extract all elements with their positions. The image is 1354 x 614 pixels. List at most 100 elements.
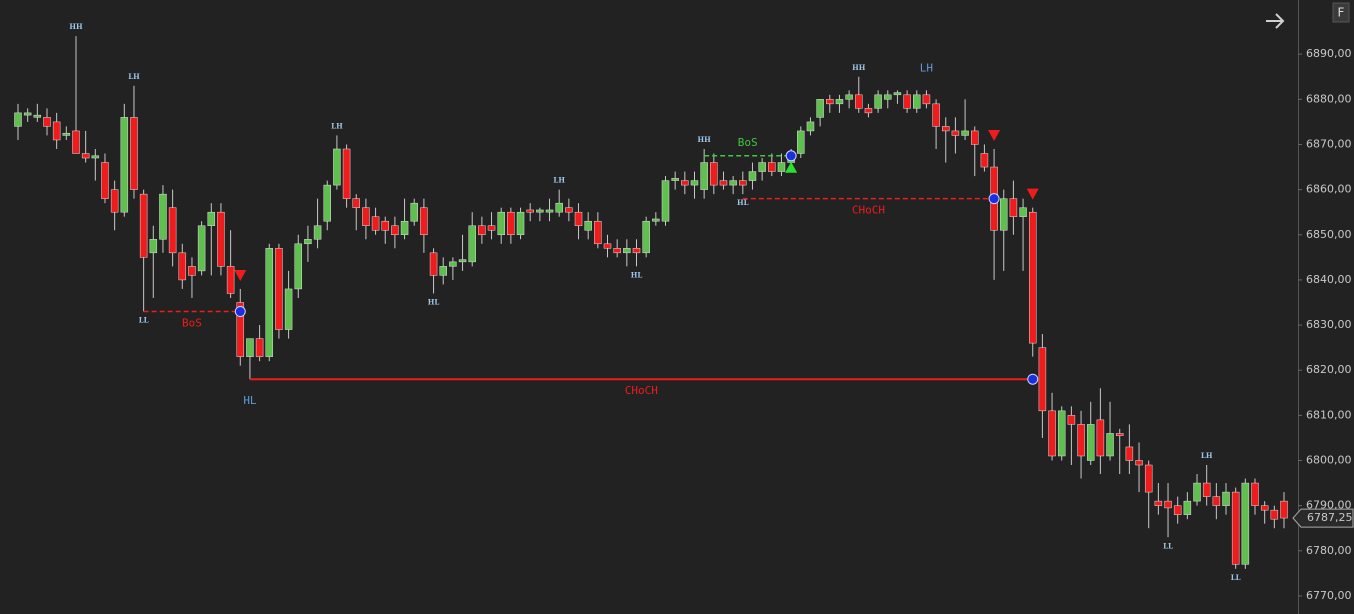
candle-body (120, 117, 129, 213)
candle-body (710, 162, 718, 186)
candle-body (1115, 433, 1124, 436)
candle-body (371, 216, 380, 231)
candle-body (1135, 460, 1143, 466)
structure-label: CHoCH (625, 384, 658, 397)
candle-body (719, 180, 728, 186)
candle-body (1260, 505, 1269, 511)
candle-body (913, 94, 921, 109)
swing-label: LH (553, 176, 565, 185)
break-marker (1027, 373, 1039, 385)
candle-body (217, 211, 225, 267)
candle-body (449, 261, 457, 267)
candle-body (139, 193, 148, 258)
y-tick-label: 6870,00 (1306, 137, 1352, 150)
swing-label: LL (1163, 541, 1173, 550)
y-tick-label: 6820,00 (1306, 363, 1352, 376)
candle-body (342, 148, 351, 199)
break-marker (234, 306, 246, 318)
candle-body (652, 218, 660, 222)
y-tick-label: 6860,00 (1306, 183, 1352, 196)
y-tick-label: 6810,00 (1306, 408, 1352, 421)
swing-label: HL (428, 297, 440, 306)
candle-body (178, 252, 187, 281)
candle-body (922, 94, 931, 105)
f-button[interactable] (1332, 2, 1350, 23)
candle-body (574, 211, 583, 226)
candle-body (932, 103, 940, 127)
candle-body (1193, 482, 1201, 502)
candle-body (700, 162, 708, 190)
candle-body (362, 207, 370, 226)
candle-body (748, 171, 757, 181)
candle-body (352, 198, 360, 208)
signal-triangle (988, 129, 1001, 141)
y-tick-label: 6880,00 (1306, 92, 1352, 105)
scroll-arrow[interactable] (1266, 13, 1285, 29)
candle-body (478, 225, 486, 236)
candle-body (429, 252, 438, 276)
candle-body (835, 99, 844, 105)
candle-body (999, 198, 1008, 231)
candle-body (816, 99, 824, 118)
swing-label: LH (920, 61, 933, 74)
candle-body (970, 130, 979, 145)
candle-body (284, 288, 293, 330)
candle-body (584, 220, 592, 231)
candle-body (1164, 500, 1172, 509)
candle-body (381, 220, 389, 231)
candle-body (893, 92, 902, 96)
candle-body (323, 184, 332, 222)
candle-body (1077, 424, 1085, 457)
candle-body (1096, 419, 1105, 457)
swing-label: HL (243, 394, 257, 407)
candle-body (797, 130, 805, 154)
candle-body (188, 266, 196, 276)
candle-body (468, 225, 476, 263)
structure-label: CHoCH (852, 204, 885, 217)
candle-body (1086, 424, 1095, 461)
candle-body (1144, 464, 1153, 493)
candle-body (671, 178, 679, 181)
signal-triangle (234, 269, 247, 281)
candle-body (391, 225, 399, 236)
candle-body (826, 99, 834, 105)
candle-body (555, 202, 563, 213)
candle-body (613, 248, 621, 254)
candle-body (14, 112, 22, 127)
y-tick-label: 6790,00 (1306, 499, 1352, 512)
break-marker (988, 193, 1000, 205)
y-tick-label: 6830,00 (1306, 318, 1352, 331)
f-button-label[interactable]: F (1338, 6, 1345, 20)
candle-body (623, 248, 631, 254)
candle-body (43, 117, 51, 127)
candle-body (536, 209, 544, 213)
candle-body (565, 207, 573, 213)
swing-label: HH (698, 135, 712, 144)
candle-body (1009, 198, 1018, 217)
candle-body (603, 243, 612, 249)
candle-body (275, 248, 283, 330)
structure-label: BoS (182, 317, 202, 330)
candle-body (594, 220, 602, 245)
candle-body (739, 180, 747, 186)
candle-body (149, 239, 158, 254)
candle-body (168, 207, 177, 254)
last-price-label: 6787,25 (1307, 511, 1353, 524)
swing-label: LH (331, 121, 343, 130)
candle-body (246, 338, 254, 357)
candle-body (420, 207, 428, 236)
arrow-icon[interactable] (1266, 13, 1285, 29)
candle-body (1057, 410, 1066, 457)
candle-body (439, 266, 447, 276)
candle-body (110, 189, 119, 213)
y-tick-label: 6800,00 (1306, 454, 1352, 467)
swing-label: LH (128, 72, 140, 81)
y-tick-label: 6850,00 (1306, 228, 1352, 241)
signal-triangle (785, 161, 798, 173)
candle-body (903, 94, 911, 109)
y-tick-label: 6890,00 (1306, 47, 1352, 60)
candle-body (1019, 207, 1027, 217)
candle-body (980, 153, 989, 168)
y-tick-label: 6840,00 (1306, 273, 1352, 286)
